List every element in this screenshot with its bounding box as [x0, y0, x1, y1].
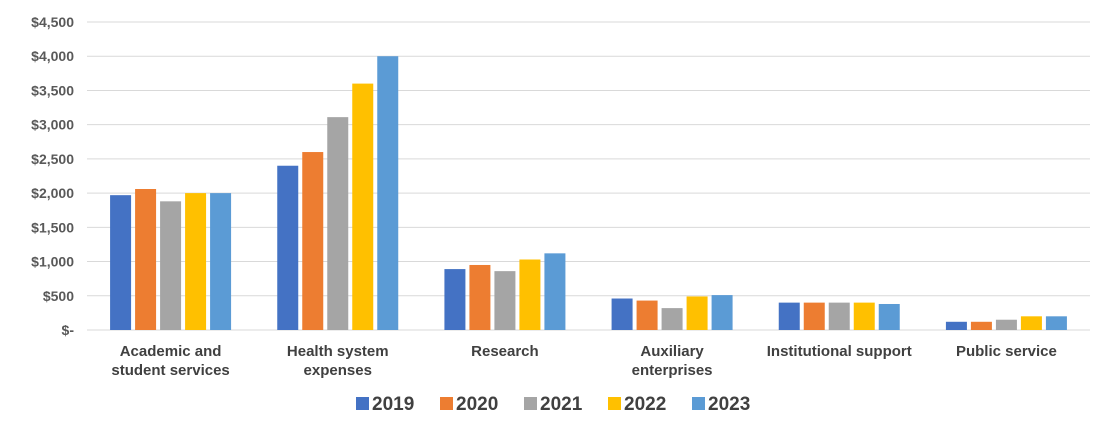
legend: 2019 2020 2021 2022 2023: [356, 394, 750, 415]
y-tick-label: $500: [43, 288, 74, 304]
x-category-label: expenses: [304, 362, 372, 379]
bar-2022: [686, 296, 708, 330]
bar-2023: [711, 295, 733, 330]
legend-swatch-2023: [692, 397, 705, 410]
bar-2022: [352, 83, 374, 330]
legend-label: 2019: [372, 394, 414, 415]
x-category-label: Institutional support: [767, 343, 912, 360]
bar-2020: [636, 300, 658, 330]
x-category-label: enterprises: [632, 362, 713, 379]
y-tick-label: $3,000: [31, 117, 74, 133]
legend-swatch-2020: [440, 397, 453, 410]
legend-swatch-2022: [608, 397, 621, 410]
bar-2019: [611, 298, 633, 330]
bar-2019: [945, 321, 967, 330]
bar-2022: [519, 259, 541, 330]
bar-2023: [878, 303, 900, 330]
bar-2022: [185, 193, 207, 330]
bar-2020: [135, 189, 157, 330]
legend-swatch-2021: [524, 397, 537, 410]
y-axis-ticks: $- $500 $1,000 $1,500 $2,000 $2,500 $3,000 $3,5…: [31, 14, 74, 338]
y-tick-label: $1,500: [31, 219, 74, 235]
bar-2021: [995, 319, 1017, 330]
bar-2020: [803, 302, 825, 330]
x-category-label: Research: [471, 343, 539, 360]
x-category-label: Health system: [287, 343, 389, 360]
gridlines: [87, 21, 1090, 331]
x-category-label: Academic and: [120, 343, 222, 360]
bar-2021: [160, 201, 182, 330]
y-tick-label: $4,500: [31, 14, 74, 30]
bar-2020: [469, 264, 491, 330]
bars: [110, 56, 1067, 330]
y-tick-label: $1,000: [31, 254, 74, 270]
bar-2020: [302, 152, 324, 330]
bar-2022: [853, 302, 875, 330]
bar-2021: [327, 117, 349, 330]
y-tick-label: $-: [62, 322, 75, 338]
legend-label: 2021: [540, 394, 583, 415]
y-tick-label: $4,000: [31, 48, 74, 64]
y-tick-label: $2,000: [31, 185, 74, 201]
bar-2019: [277, 165, 299, 330]
x-category-label: Public service: [956, 343, 1057, 360]
legend-label: 2020: [456, 394, 498, 415]
bar-2023: [1045, 316, 1067, 330]
bar-2022: [1020, 316, 1042, 330]
y-tick-label: $3,500: [31, 82, 74, 98]
bar-2021: [661, 308, 683, 330]
bar-2019: [444, 269, 466, 330]
bar-2023: [377, 56, 399, 330]
legend-label: 2022: [624, 394, 666, 415]
y-tick-label: $2,500: [31, 151, 74, 167]
legend-label: 2023: [708, 394, 750, 415]
legend-swatch-2019: [356, 397, 369, 410]
bar-2021: [828, 302, 850, 330]
bar-2023: [210, 193, 232, 330]
bar-2019: [778, 302, 800, 330]
x-category-label: student services: [111, 362, 229, 379]
bar-2020: [970, 321, 992, 330]
bar-2023: [544, 253, 566, 330]
bar-2021: [494, 271, 516, 330]
x-category-label: Auxiliary: [640, 343, 704, 360]
x-axis-categories: Academic and student services Health syste…: [111, 343, 1056, 379]
bar-2019: [110, 195, 132, 330]
